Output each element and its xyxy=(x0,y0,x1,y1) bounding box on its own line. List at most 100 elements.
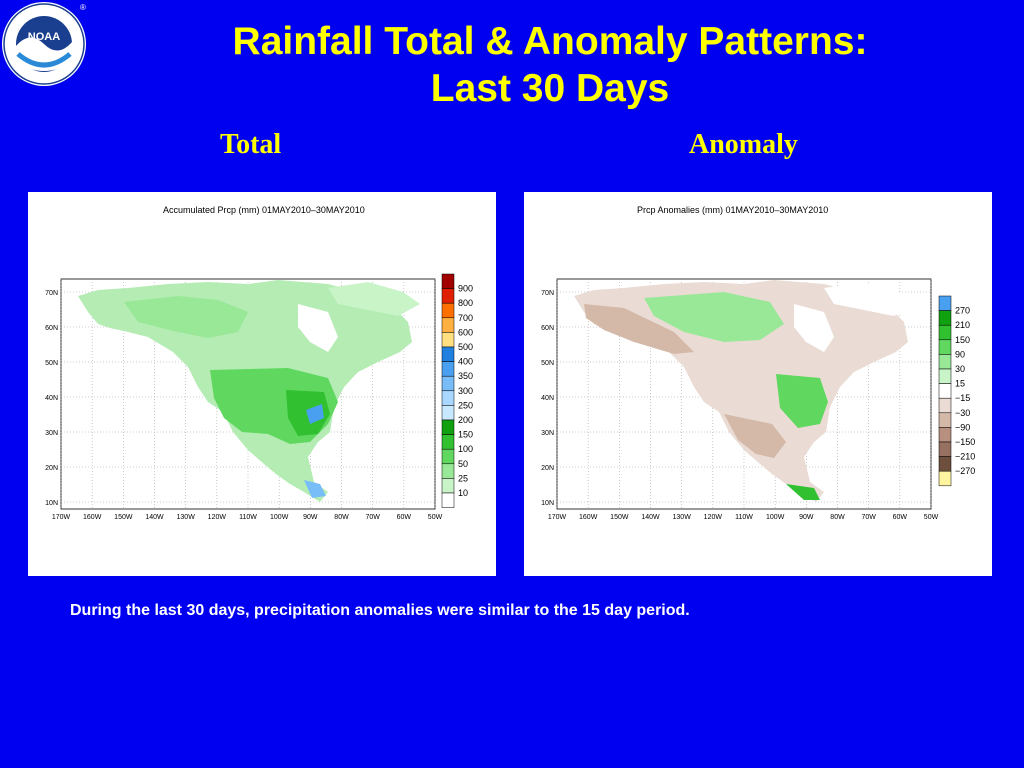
total-legend-swatch xyxy=(441,478,455,494)
total-legend-swatch xyxy=(441,463,455,479)
total-lat-labels: 70N 60N 50N 40N 30N 20N 10N xyxy=(45,290,58,507)
anomaly-lon-label: 130W xyxy=(673,514,692,521)
total-legend-label: 600 xyxy=(458,327,473,337)
anomaly-map-panel: Prcp Anomalies (mm) 01MAY2010–30MAY2010 … xyxy=(524,192,992,576)
logo-noaa-text: NOAA xyxy=(28,31,60,43)
total-legend-label: 700 xyxy=(458,313,473,323)
anomaly-legend-swatch xyxy=(938,441,952,457)
anomaly-lon-label: 90W xyxy=(799,514,814,521)
total-landmass xyxy=(78,280,420,502)
anomaly-legend-swatch xyxy=(938,339,952,355)
anomaly-central-america-wet xyxy=(786,484,820,500)
anomaly-landmass xyxy=(574,280,916,502)
anomaly-legend-swatch xyxy=(938,412,952,428)
anomaly-lon-label: 120W xyxy=(704,514,723,521)
total-arctic-islands xyxy=(328,282,420,316)
total-legend-label: 800 xyxy=(458,298,473,308)
anomaly-lon-label: 50W xyxy=(924,514,939,521)
slide-title-line-2: Last 30 Days xyxy=(430,67,670,110)
anomaly-legend-label: 270 xyxy=(955,306,970,316)
anomaly-legend-swatch xyxy=(938,310,952,326)
anomaly-lon-label: 80W xyxy=(830,514,845,521)
total-legend-label: 350 xyxy=(458,371,473,381)
anomaly-legend-swatch xyxy=(938,456,952,472)
anomaly-lat-label: 70N xyxy=(541,290,554,297)
total-legend-swatch xyxy=(441,273,455,289)
total-lon-label: 100W xyxy=(270,514,289,521)
total-central-america-max xyxy=(304,480,326,498)
anomaly-legend-label: 90 xyxy=(955,349,965,359)
anomaly-legend-swatch xyxy=(938,354,952,370)
slide-title-line-1: Rainfall Total & Anomaly Patterns: xyxy=(232,20,868,63)
total-legend-label: 200 xyxy=(458,415,473,425)
total-legend-swatch xyxy=(441,332,455,348)
total-legend-swatch xyxy=(441,346,455,362)
total-legend-swatch xyxy=(441,375,455,392)
total-legend-swatch xyxy=(441,419,455,435)
total-lon-label: 60W xyxy=(397,514,412,521)
total-legend-swatch xyxy=(441,448,455,465)
anomaly-lon-labels: 170W 160W 150W 140W 130W 120W 110W 100W 90W 80W 70… xyxy=(548,514,939,521)
total-legend-swatch xyxy=(441,288,455,304)
total-lon-label: 110W xyxy=(239,514,257,521)
anomaly-legend-label: −15 xyxy=(955,393,970,403)
total-map-panel: Accumulated Prcp (mm) 01MAY2010–30MAY201… xyxy=(28,192,496,576)
anomaly-lon-label: 70W xyxy=(861,514,876,521)
anomaly-hudson-bay xyxy=(794,304,834,352)
total-lat-label: 20N xyxy=(45,465,58,472)
anomaly-legend-swatch xyxy=(938,427,952,443)
total-lon-label: 140W xyxy=(145,514,164,521)
anomaly-legend-swatch xyxy=(938,470,952,487)
total-legend-swatch xyxy=(441,405,455,421)
anomaly-texas-dry-region xyxy=(724,414,786,458)
total-legend-label: 50 xyxy=(458,459,468,469)
total-legend-swatch xyxy=(441,390,455,406)
total-canada-moist-region xyxy=(124,296,248,338)
anomaly-legend: 270 210 150 90 30 15 −15 −30 −90 −150 −210 −270 xyxy=(938,295,975,487)
total-map-title: Accumulated Prcp (mm) 01MAY2010–30MAY201… xyxy=(163,205,365,215)
anomaly-map-figure: Prcp Anomalies (mm) 01MAY2010–30MAY2010 … xyxy=(541,205,975,521)
total-lon-label: 170W xyxy=(52,514,71,521)
total-panel-label: Total xyxy=(220,129,282,160)
logo-ring-border xyxy=(3,3,85,85)
total-legend-label: 25 xyxy=(458,473,468,483)
total-lat-label: 30N xyxy=(45,430,58,437)
slide-caption: During the last 30 days, precipitation a… xyxy=(70,602,690,619)
anomaly-legend-swatch xyxy=(938,324,952,341)
anomaly-lat-label: 30N xyxy=(541,430,554,437)
total-lon-label: 150W xyxy=(114,514,133,521)
anomaly-lon-label: 150W xyxy=(610,514,629,521)
anomaly-lat-labels: 70N 60N 50N 40N 30N 20N 10N xyxy=(541,290,554,507)
total-lon-labels: 170W 160W 150W 140W 130W 120W 110W 100W 90W 80W 70… xyxy=(52,514,443,521)
anomaly-lat-label: 10N xyxy=(541,500,554,507)
anomaly-lat-label: 20N xyxy=(541,465,554,472)
total-lat-label: 40N xyxy=(45,395,58,402)
total-legend-label: 150 xyxy=(458,430,473,440)
total-legend-swatch xyxy=(441,492,455,508)
total-legend-swatch xyxy=(441,317,455,333)
total-lon-label: 70W xyxy=(365,514,380,521)
anomaly-lon-label: 170W xyxy=(548,514,567,521)
total-lat-label: 70N xyxy=(45,290,58,297)
total-tennessee-max xyxy=(306,404,324,424)
anomaly-legend-label: −30 xyxy=(955,408,970,418)
anomaly-legend-label: 150 xyxy=(955,335,970,345)
total-lat-label: 60N xyxy=(45,325,58,332)
total-legend-label: 500 xyxy=(458,342,473,352)
anomaly-arctic-islands xyxy=(824,282,916,316)
anomaly-lat-label: 60N xyxy=(541,325,554,332)
anomaly-lon-label: 160W xyxy=(579,514,598,521)
total-legend-label: 900 xyxy=(458,284,473,294)
total-lon-label: 80W xyxy=(334,514,349,521)
logo-wave xyxy=(16,52,72,68)
total-hudson-bay xyxy=(298,304,338,352)
anomaly-lon-label: 60W xyxy=(893,514,908,521)
total-legend-label: 10 xyxy=(458,488,468,498)
total-legend-label: 250 xyxy=(458,400,473,410)
anomaly-legend-swatch xyxy=(938,383,952,399)
total-lon-label: 90W xyxy=(303,514,318,521)
total-legend: 900 800 700 600 500 400 350 300 250 200 150 100 50 25… xyxy=(441,273,473,508)
anomaly-lat-label: 50N xyxy=(541,360,554,367)
anomaly-map-title: Prcp Anomalies (mm) 01MAY2010–30MAY2010 xyxy=(637,205,828,215)
total-legend-swatch xyxy=(441,302,455,319)
